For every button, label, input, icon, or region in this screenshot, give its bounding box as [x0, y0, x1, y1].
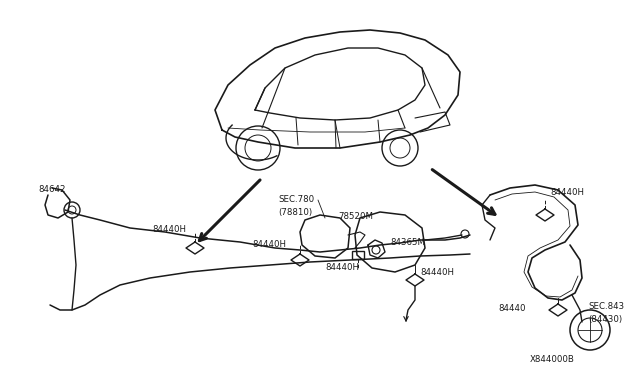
Text: 84440: 84440 [498, 304, 525, 313]
Text: (84430): (84430) [588, 315, 622, 324]
Bar [352, 251, 364, 259]
Text: 84440H: 84440H [152, 225, 186, 234]
Text: 84365M: 84365M [390, 238, 425, 247]
Text: (78810): (78810) [278, 208, 312, 217]
Text: 84440H: 84440H [252, 240, 286, 249]
Text: 84642: 84642 [38, 185, 65, 194]
Text: 84440H: 84440H [550, 188, 584, 197]
Text: 78520M: 78520M [338, 212, 373, 221]
Text: 84440H: 84440H [420, 268, 454, 277]
Text: SEC.843: SEC.843 [588, 302, 624, 311]
Text: SEC.780: SEC.780 [278, 195, 314, 204]
Text: X844000B: X844000B [530, 355, 575, 364]
Text: 84440H: 84440H [325, 263, 359, 272]
